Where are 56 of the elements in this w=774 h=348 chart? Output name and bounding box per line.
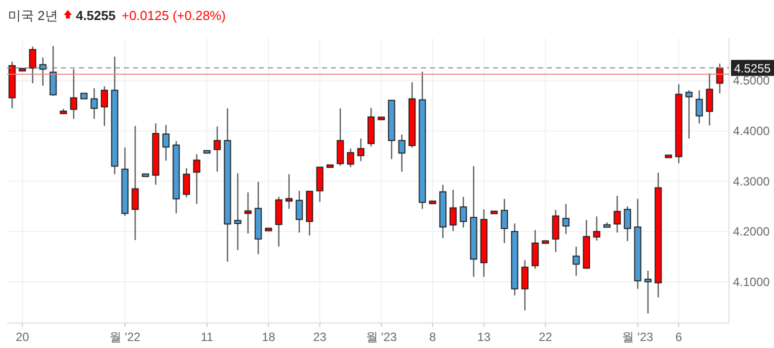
candlestick [244, 192, 252, 234]
candlestick [50, 45, 57, 96]
candlestick [614, 195, 621, 234]
candlestick [552, 209, 560, 253]
text: +0.0125 (+0.28%) [122, 8, 226, 23]
x-tick-label: 6 [675, 330, 682, 344]
candlestick [398, 134, 406, 172]
x-tick-label: 13 [477, 330, 491, 344]
chart-title: 미국 2년 [8, 8, 58, 23]
candlestick [296, 190, 303, 234]
candlestick [214, 126, 221, 172]
candlestick [450, 189, 457, 232]
x-tick-label: 23 [313, 330, 327, 344]
y-tick-label: 4.4000 [733, 124, 770, 138]
candlestick [460, 196, 467, 228]
candlestick [706, 72, 714, 126]
candlestick [285, 174, 293, 210]
x-tick-label: 18 [262, 330, 276, 344]
candlestick [532, 229, 539, 270]
candlestick [162, 124, 170, 162]
y-tick-label: 4.1000 [733, 274, 770, 289]
candlestick [357, 138, 364, 162]
candlestick [521, 260, 528, 312]
candlestick [234, 172, 242, 251]
candlestick [132, 125, 139, 241]
candlestick [572, 246, 580, 276]
candlestick [562, 203, 570, 235]
x-tick-label: 월 '23 [366, 330, 398, 344]
x-tick-label: 월 '23 [622, 330, 654, 344]
candlestick [316, 166, 324, 202]
candlestick [593, 216, 600, 242]
candlestick [696, 90, 703, 124]
candlestick [29, 46, 36, 84]
candlestick [685, 90, 693, 140]
y-tick-label: 4.2000 [733, 224, 770, 239]
chart-subtitle: 4.5255 [76, 8, 116, 23]
x-tick-label: 22 [538, 330, 552, 344]
candlestick [193, 154, 200, 204]
candlestick [39, 57, 46, 86]
candlestick [100, 86, 108, 127]
x-tick-label: 11 [200, 330, 214, 344]
x-tick-label: 월 '22 [109, 330, 141, 344]
candlestick [500, 198, 508, 244]
candlestick [336, 108, 344, 166]
y-tick-label: 4.3000 [733, 174, 770, 188]
candlestick [346, 148, 354, 168]
candlestick [182, 168, 190, 198]
candlestick [624, 206, 632, 242]
ref-line-label: 4.5255 [734, 61, 772, 76]
candlestick [70, 68, 78, 120]
x-tick-label: 8 [429, 330, 436, 344]
candlestick [644, 270, 652, 314]
candlestick [90, 88, 98, 120]
y-tick-label: 4.5000 [733, 74, 770, 88]
candlestick [716, 63, 724, 94]
x-tick-label: 20 [16, 330, 30, 344]
